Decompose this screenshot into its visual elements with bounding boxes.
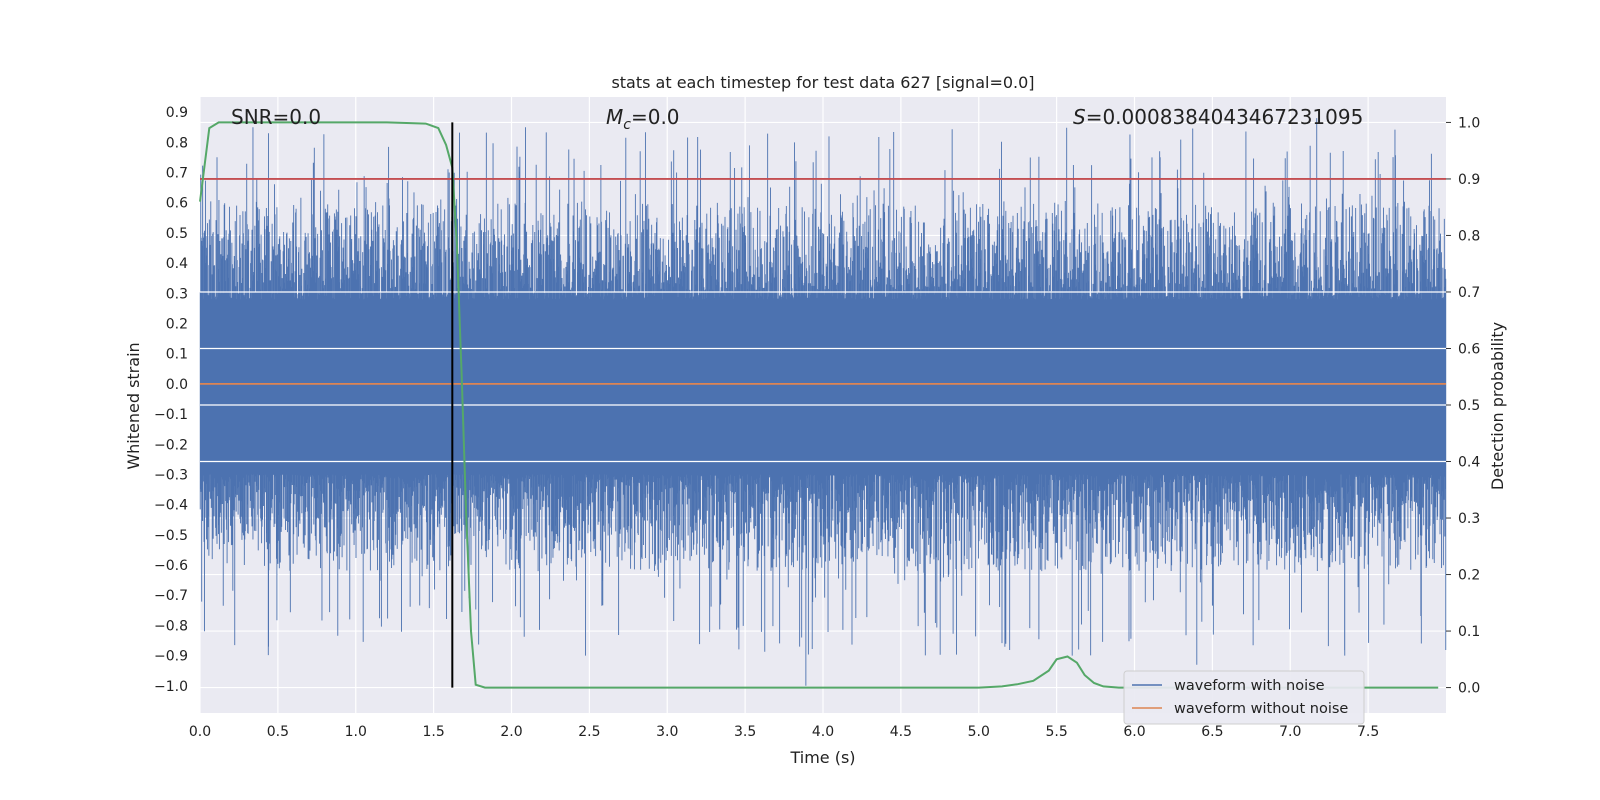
y2-tick-label: 0.0 bbox=[1458, 681, 1480, 697]
mc-subscript: c bbox=[623, 117, 631, 133]
y-tick-label: 0.1 bbox=[166, 347, 188, 363]
y2-tick-label: 0.9 bbox=[1458, 172, 1480, 188]
y-tick-label: −0.9 bbox=[154, 649, 188, 665]
y-tick-label: 0.0 bbox=[166, 377, 188, 393]
detection-probability-line bbox=[199, 121, 1439, 689]
y2-tick-label: 0.4 bbox=[1458, 455, 1480, 471]
y2-tick-label: 0.1 bbox=[1458, 624, 1480, 640]
x-tick-label: 7.0 bbox=[1279, 724, 1301, 740]
y2-tick-label: 0.7 bbox=[1458, 285, 1480, 301]
chirp-mass-annotation: Mc=0.0 bbox=[606, 105, 680, 133]
y-tick-label: −0.5 bbox=[154, 528, 188, 544]
chart-title: stats at each timestep for test data 627… bbox=[611, 73, 1034, 92]
y-tick-label: −0.4 bbox=[154, 498, 188, 514]
x-tick-label: 7.5 bbox=[1357, 724, 1379, 740]
y-tick-label: 0.4 bbox=[166, 256, 188, 272]
y2-tick-label: 0.2 bbox=[1458, 568, 1480, 584]
s-annotation: S=0.0008384043467231095 bbox=[1073, 105, 1363, 129]
y2-axis-ticks: 1.0 0.9 0.8 0.7 0.6 0.5 0.4 0.3 0.2 0.1 0.0 bbox=[1446, 115, 1480, 697]
x-tick-label: 6.5 bbox=[1201, 724, 1223, 740]
y-tick-label: 0.8 bbox=[166, 135, 188, 151]
y-tick-label: −1.0 bbox=[154, 679, 188, 695]
x-tick-label: 2.5 bbox=[578, 724, 600, 740]
x-tick-label: 4.5 bbox=[890, 724, 912, 740]
mc-value: =0.0 bbox=[631, 105, 680, 129]
x-tick-label: 4.0 bbox=[812, 724, 834, 740]
y-tick-label: −0.1 bbox=[154, 407, 188, 423]
x-tick-label: 0.5 bbox=[267, 724, 289, 740]
y2-tick-label: 1.0 bbox=[1458, 115, 1480, 131]
s-symbol: S bbox=[1073, 105, 1086, 129]
x-axis-label: Time (s) bbox=[789, 748, 855, 767]
y2-tick-label: 0.3 bbox=[1458, 511, 1480, 527]
y-tick-label: −0.8 bbox=[154, 618, 188, 634]
x-tick-label: 2.0 bbox=[500, 724, 522, 740]
y-tick-label: −0.7 bbox=[154, 588, 188, 604]
mc-symbol: M bbox=[606, 105, 623, 129]
y-tick-label: 0.7 bbox=[166, 165, 188, 181]
x-tick-label: 3.5 bbox=[734, 724, 756, 740]
x-tick-label: 1.0 bbox=[345, 724, 367, 740]
y2-axis-label: Detection probability bbox=[1488, 322, 1507, 490]
y-tick-label: 0.6 bbox=[166, 196, 188, 212]
y-axis-label: Whitened strain bbox=[124, 342, 143, 469]
x-axis-ticks: 0.0 0.5 1.0 1.5 2.0 2.5 3.0 3.5 4.0 4.5 5.0 5.5 6.0 6… bbox=[189, 724, 1379, 740]
y2-tick-label: 0.8 bbox=[1458, 228, 1480, 244]
legend: waveform with noise waveform without noi… bbox=[1123, 670, 1365, 725]
x-tick-label: 0.0 bbox=[189, 724, 211, 740]
y-tick-label: −0.2 bbox=[154, 437, 188, 453]
legend-label-noise: waveform with noise bbox=[1174, 678, 1325, 694]
y2-tick-label: 0.6 bbox=[1458, 341, 1480, 357]
y-tick-label: −0.3 bbox=[154, 467, 188, 483]
legend-label-clean: waveform without noise bbox=[1174, 701, 1348, 717]
y-tick-label: 0.3 bbox=[166, 286, 188, 302]
s-value: =0.0008384043467231095 bbox=[1086, 105, 1364, 129]
y2-tick-label: 0.5 bbox=[1458, 398, 1480, 414]
y-tick-label: 0.9 bbox=[166, 105, 188, 121]
x-tick-label: 6.0 bbox=[1123, 724, 1145, 740]
x-tick-label: 5.0 bbox=[968, 724, 990, 740]
x-tick-label: 3.0 bbox=[656, 724, 678, 740]
y-tick-label: 0.5 bbox=[166, 226, 188, 242]
legend-box bbox=[1123, 670, 1365, 725]
y-tick-label: 0.2 bbox=[166, 316, 188, 332]
y-tick-label: −0.6 bbox=[154, 558, 188, 574]
x-tick-label: 5.5 bbox=[1045, 724, 1067, 740]
x-tick-label: 1.5 bbox=[422, 724, 444, 740]
noise-waveform-series bbox=[199, 118, 1447, 686]
snr-annotation: SNR=0.0 bbox=[231, 105, 321, 129]
y-axis-ticks: 0.9 0.8 0.7 0.6 0.5 0.4 0.3 0.2 0.1 0.0 −0.1 −0.2 −0… bbox=[154, 105, 188, 695]
